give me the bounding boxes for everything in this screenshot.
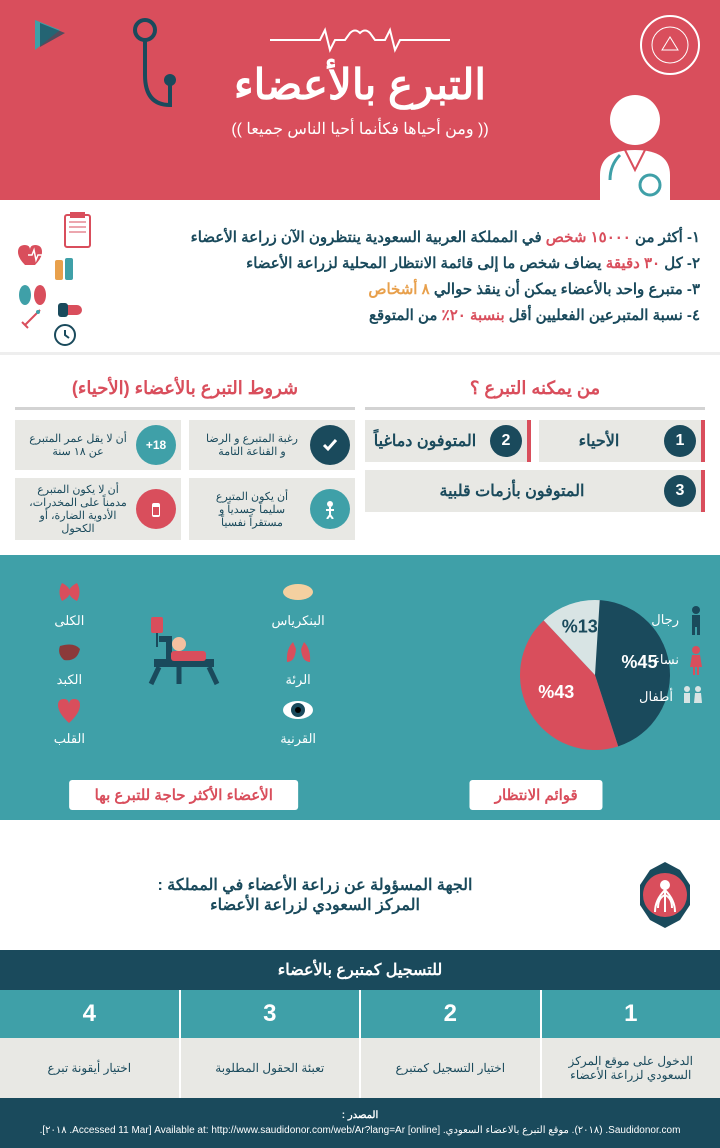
fact-line: ٤- نسبة المتبرعين الفعليين أقل بنسبة ٢٠٪… [100, 306, 700, 324]
organ-item: القرنية [244, 693, 353, 747]
condition-box: رغبة المتبرع و الرضا و القناعة التامة [189, 420, 355, 470]
fact-line: ٣- متبرع واحد بالأعضاء يمكن أن ينقذ حوال… [100, 280, 700, 298]
legend-label: نساء [654, 652, 679, 668]
donor-num: 2 [490, 425, 522, 457]
organ-icon [52, 693, 87, 728]
university-seal [640, 15, 700, 75]
registration-step: 1الدخول على موقع المركز السعودي لزراعة ا… [540, 990, 720, 1098]
organ-item: الكلى [15, 575, 124, 629]
conditions-title: شروط التبرع بالأعضاء (الأحياء) [15, 370, 355, 410]
organ-name: القلب [15, 731, 124, 747]
organ-name: البنكرياس [244, 613, 353, 629]
step-text: تعبئة الحقول المطلوبة [181, 1038, 360, 1098]
drug-icon [136, 489, 176, 529]
teal-section: %45%43%13 رجالنساءأطفال قوائم الانتظار ا… [0, 555, 720, 820]
step-num: 1 [542, 990, 720, 1038]
legend-item: أطفال [639, 685, 705, 709]
footer: المصدر : Saudidonor.com. (٢٠١٨). موقع ال… [0, 1098, 720, 1148]
body-icon [310, 489, 350, 529]
step-num: 4 [0, 990, 179, 1038]
step-text: الدخول على موقع المركز السعودي لزراعة ال… [542, 1038, 720, 1098]
steps-section: للتسجيل كمتبرع بالأعضاء 1الدخول على موقع… [0, 950, 720, 1098]
steps-title: للتسجيل كمتبرع بالأعضاء [0, 950, 720, 990]
pie-label: %13 [562, 617, 598, 637]
authority-section: الجهة المسؤولة عن زراعة الأعضاء في الممل… [0, 840, 720, 950]
pie-column: %45%43%13 رجالنساءأطفال قوائم الانتظار [368, 575, 706, 780]
authority-badge [630, 860, 700, 930]
pie-legend: رجال نساء أطفال [639, 595, 705, 719]
organ-name: الرئة [244, 672, 353, 688]
organ-icon [281, 634, 316, 669]
auth-line2: المركز السعودي لزراعة الأعضاء [20, 895, 610, 915]
medical-icons [10, 210, 100, 355]
registration-step: 4اختيار أيقونة تبرع [0, 990, 179, 1098]
legend-label: أطفال [639, 689, 673, 705]
footer-title: المصدر : [12, 1110, 708, 1121]
fact-line: ١- أكثر من ١٥٠٠٠ شخص في المملكة العربية … [100, 228, 700, 246]
stethoscope-icon [130, 15, 190, 135]
donor-label: المتوفون بأزمات قلبية [365, 473, 659, 509]
header: MEDIA التبرع بالأعضاء (( ومن أحياها فكأن… [0, 0, 720, 200]
legend-label: رجال [651, 612, 679, 628]
organs-column: البنكرياسالكلىالرئةالكبدالقرنيةالقلب الأ… [15, 575, 353, 780]
organ-icon [52, 575, 87, 610]
organ-item: الرئة [244, 634, 353, 688]
donor-type-box: 1الأحياء [539, 420, 705, 462]
condition-text: أن لا يكون المتبرع مدمناً على المخدرات، … [20, 483, 136, 535]
check-icon [310, 425, 350, 465]
organ-name: القرنية [244, 731, 353, 747]
donor-type-box: 2المتوفون دماغياً [365, 420, 531, 462]
authority-text: الجهة المسؤولة عن زراعة الأعضاء في الممل… [20, 875, 610, 915]
organ-item: القلب [15, 693, 124, 747]
info-columns: من يمكنه التبرع ؟ 1الأحياء2المتوفون دماغ… [0, 355, 720, 555]
donor-label: الأحياء [539, 423, 659, 459]
organ-icon [52, 634, 87, 669]
organs-title: الأعضاء الأكثر حاجة للتبرع بها [70, 780, 298, 810]
step-text: اختيار التسجيل كمتبرع [361, 1038, 540, 1098]
condition-box: أن يكون المتبرع سليماً جسدياً و مستقراً … [189, 478, 355, 540]
donor-num: 1 [664, 425, 696, 457]
donor-num: 3 [664, 475, 696, 507]
footer-text: Saudidonor.com. (٢٠١٨). موقع التبرع بالا… [12, 1125, 708, 1136]
step-num: 2 [361, 990, 540, 1038]
donor-label: المتوفون دماغياً [365, 423, 485, 459]
organ-icon [281, 575, 316, 610]
who-title: من يمكنه التبرع ؟ [365, 370, 705, 410]
condition-box: 18+أن لا يقل عمر المتبرع عن ١٨ سنة [15, 420, 181, 470]
step-text: اختيار أيقونة تبرع [0, 1038, 179, 1098]
media-logo: MEDIA [20, 15, 90, 60]
pie-title: قوائم الانتظار [470, 780, 603, 810]
facts-section: ١- أكثر من ١٥٠٠٠ شخص في المملكة العربية … [0, 200, 720, 355]
condition-box: أن لا يكون المتبرع مدمناً على المخدرات، … [15, 478, 181, 540]
condition-text: أن لا يقل عمر المتبرع عن ١٨ سنة [20, 432, 136, 458]
organ-item: البنكرياس [244, 575, 353, 629]
organ-name: الكلى [15, 613, 124, 629]
who-can-donate: من يمكنه التبرع ؟ 1الأحياء2المتوفون دماغ… [365, 370, 705, 540]
organ-item: الكبد [15, 634, 124, 688]
registration-step: 2اختيار التسجيل كمتبرع [359, 990, 540, 1098]
pie-label: %43 [538, 682, 574, 702]
legend-item: نساء [639, 645, 705, 675]
auth-line1: الجهة المسؤولة عن زراعة الأعضاء في الممل… [20, 875, 610, 895]
fact-line: ٢- كل ٣٠ دقيقة يضاف شخص ما إلى قائمة الا… [100, 254, 700, 272]
organ-icon [281, 693, 316, 728]
legend-item: رجال [639, 605, 705, 635]
step-num: 3 [181, 990, 360, 1038]
age-icon: 18+ [136, 425, 176, 465]
patient-bed-icon [139, 609, 229, 714]
organ-name: الكبد [15, 672, 124, 688]
condition-text: أن يكون المتبرع سليماً جسدياً و مستقراً … [194, 490, 310, 529]
registration-step: 3تعبئة الحقول المطلوبة [179, 990, 360, 1098]
conditions: شروط التبرع بالأعضاء (الأحياء) رغبة المت… [15, 370, 355, 540]
donor-type-box: 3المتوفون بأزمات قلبية [365, 470, 705, 512]
ecg-icon [270, 25, 450, 55]
condition-text: رغبة المتبرع و الرضا و القناعة التامة [194, 432, 310, 458]
